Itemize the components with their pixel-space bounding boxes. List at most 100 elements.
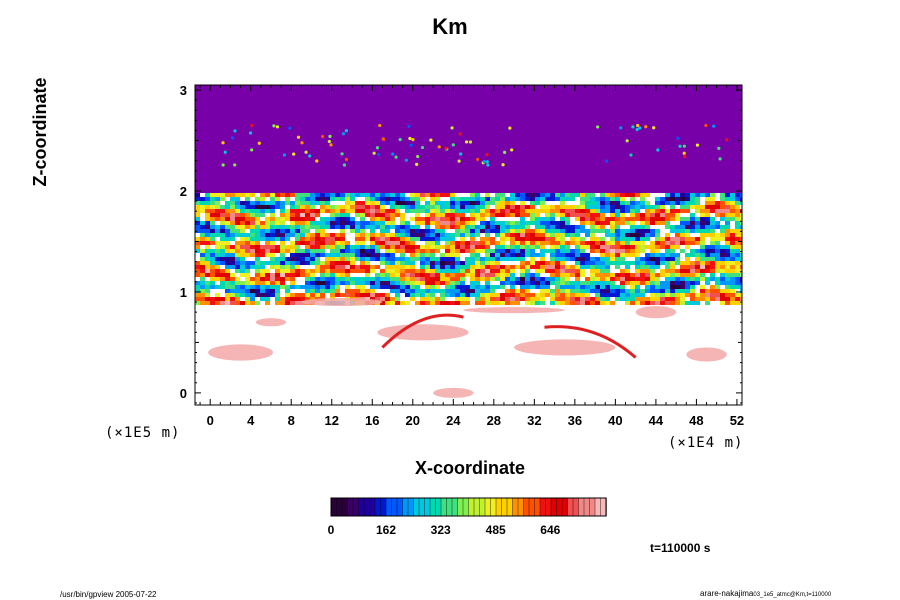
field-cell (590, 257, 595, 262)
x-tick-label: 28 (487, 413, 501, 428)
field-cell (335, 257, 340, 262)
field-cell (525, 281, 530, 286)
field-cell (405, 257, 410, 262)
field-cell (255, 261, 260, 266)
field-cell (245, 221, 250, 226)
field-cell (215, 201, 220, 206)
field-cell (685, 285, 690, 290)
field-dot (459, 152, 463, 156)
field-cell (305, 245, 310, 250)
field-cell (310, 209, 315, 214)
field-cell (265, 281, 270, 286)
field-cell (370, 269, 375, 274)
field-cell (355, 253, 360, 258)
field-cell (450, 273, 455, 278)
field-cell (210, 209, 215, 214)
field-cell (350, 193, 355, 198)
field-cell (540, 265, 545, 270)
field-cell (480, 205, 485, 210)
field-cell (220, 277, 225, 282)
field-cell (615, 245, 620, 250)
field-cell (255, 269, 260, 274)
field-cell (715, 253, 720, 258)
field-cell (255, 233, 260, 238)
field-cell (665, 201, 670, 206)
field-cell (485, 233, 490, 238)
field-cell (205, 241, 210, 246)
field-cell (195, 217, 200, 222)
field-cell (230, 229, 235, 234)
field-cell (545, 221, 550, 226)
field-cell (235, 277, 240, 282)
field-cell (260, 225, 265, 230)
field-cell (465, 301, 470, 306)
field-cell (635, 233, 640, 238)
field-cell (580, 301, 585, 306)
field-cell (355, 205, 360, 210)
field-cell (270, 201, 275, 206)
field-cell (330, 209, 335, 214)
field-cell (270, 217, 275, 222)
field-cell (495, 269, 500, 274)
field-cell (205, 265, 210, 270)
field-cell (205, 281, 210, 286)
field-cell (515, 197, 520, 202)
field-cell (515, 237, 520, 242)
field-cell (615, 273, 620, 278)
field-cell (710, 249, 715, 254)
field-cell (450, 261, 455, 266)
field-cell (475, 241, 480, 246)
field-cell (290, 269, 295, 274)
x-tick-label: 8 (288, 413, 295, 428)
field-cell (650, 293, 655, 298)
field-cell (555, 301, 560, 306)
field-cell (635, 249, 640, 254)
field-cell (675, 277, 680, 282)
field-cell (225, 229, 230, 234)
field-cell (695, 249, 700, 254)
colorbar-cell (550, 497, 558, 517)
field-cell (730, 213, 735, 218)
field-cell (725, 209, 730, 214)
field-cell (455, 225, 460, 230)
field-cell (675, 237, 680, 242)
field-cell (685, 257, 690, 262)
field-blob (255, 318, 287, 327)
field-cell (435, 277, 440, 282)
field-cell (455, 277, 460, 282)
field-cell (205, 293, 210, 298)
field-cell (630, 193, 635, 198)
field-cell (680, 193, 685, 198)
field-cell (340, 221, 345, 226)
field-cell (310, 217, 315, 222)
field-cell (675, 257, 680, 262)
field-cell (440, 237, 445, 242)
field-cell (215, 229, 220, 234)
field-cell (410, 285, 415, 290)
field-cell (460, 273, 465, 278)
field-cell (510, 225, 515, 230)
field-cell (495, 285, 500, 290)
field-cell (580, 229, 585, 234)
field-cell (445, 257, 450, 262)
field-cell (270, 261, 275, 266)
field-cell (515, 205, 520, 210)
field-cell (300, 193, 305, 198)
field-cell (670, 301, 675, 306)
field-cell (615, 205, 620, 210)
field-cell (220, 229, 225, 234)
field-cell (690, 229, 695, 234)
field-cell (525, 293, 530, 298)
field-cell (550, 257, 555, 262)
field-cell (540, 241, 545, 246)
field-cell (715, 225, 720, 230)
field-cell (725, 269, 730, 274)
field-cell (345, 293, 350, 298)
field-cell (345, 241, 350, 246)
field-cell (360, 241, 365, 246)
field-cell (450, 241, 455, 246)
field-cell (700, 265, 705, 270)
field-cell (655, 261, 660, 266)
field-cell (360, 269, 365, 274)
field-dot (344, 129, 348, 133)
